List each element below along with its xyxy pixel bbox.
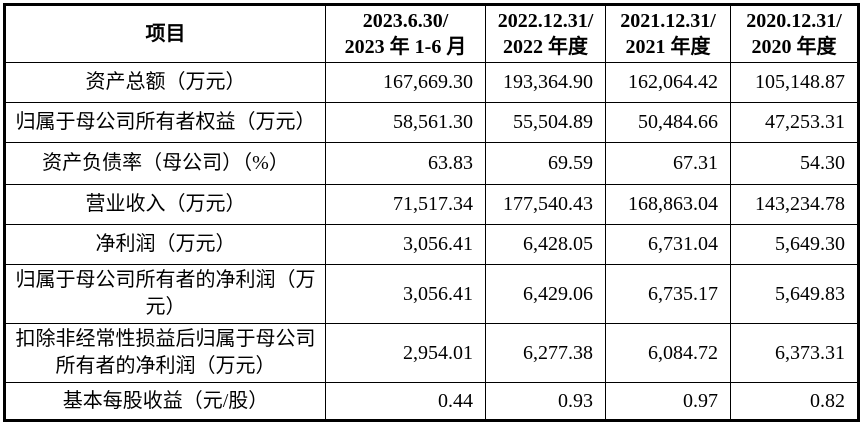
cell-value: 63.83 [325, 142, 486, 185]
row-label: 资产总额（万元） [4, 62, 326, 103]
table-row-net-profit: 净利润（万元） 3,056.41 6,428.05 6,731.04 5,649… [4, 224, 859, 265]
table-row-deducted-net-profit: 扣除非经常性损益后归属于母公司所有者的净利润（万元） 2,954.01 6,27… [4, 323, 859, 383]
cell-value: 177,540.43 [485, 184, 606, 225]
table-row-debt-ratio: 资产负债率（母公司）（%） 63.83 69.59 67.31 54.30 [4, 142, 859, 185]
cell-value: 167,669.30 [325, 62, 486, 103]
cell-value: 55,504.89 [485, 102, 606, 143]
header-period-2023-line2: 2023 年 1-6 月 [344, 36, 467, 58]
cell-value: 67.31 [605, 142, 731, 185]
header-period-2020: 2020.12.31/ 2020 年度 [730, 4, 859, 63]
header-period-2023: 2023.6.30/ 2023 年 1-6 月 [325, 4, 486, 63]
cell-value: 162,064.42 [605, 62, 731, 103]
cell-value: 47,253.31 [730, 102, 859, 143]
cell-value: 143,234.78 [730, 184, 859, 225]
cell-value: 5,649.83 [730, 264, 859, 324]
cell-value: 0.97 [605, 382, 731, 421]
header-period-2023-line1: 2023.6.30/ [362, 10, 449, 32]
table-row-basic-eps: 基本每股收益（元/股） 0.44 0.93 0.97 0.82 [4, 382, 859, 421]
cell-value: 6,735.17 [605, 264, 731, 324]
row-label: 净利润（万元） [4, 224, 326, 265]
header-period-2021-line2: 2021 年度 [625, 36, 711, 58]
cell-value: 3,056.41 [325, 264, 486, 324]
row-label: 归属于母公司所有者权益（万元） [4, 102, 326, 143]
row-label: 资产负债率（母公司）（%） [4, 142, 326, 185]
cell-value: 6,084.72 [605, 323, 731, 383]
cell-value: 2,954.01 [325, 323, 486, 383]
cell-value: 6,429.06 [485, 264, 606, 324]
header-item-column: 项目 [4, 4, 326, 63]
table-row-total-assets: 资产总额（万元） 167,669.30 193,364.90 162,064.4… [4, 62, 859, 103]
cell-value: 58,561.30 [325, 102, 486, 143]
row-label: 扣除非经常性损益后归属于母公司所有者的净利润（万元） [4, 323, 326, 383]
cell-value: 3,056.41 [325, 224, 486, 265]
cell-value: 0.44 [325, 382, 486, 421]
cell-value: 105,148.87 [730, 62, 859, 103]
header-item-label: 项目 [145, 23, 186, 45]
cell-value: 69.59 [485, 142, 606, 185]
cell-value: 5,649.30 [730, 224, 859, 265]
cell-value: 54.30 [730, 142, 859, 185]
cell-value: 71,517.34 [325, 184, 486, 225]
table-row-parent-net-profit: 归属于母公司所有者的净利润（万元） 3,056.41 6,429.06 6,73… [4, 264, 859, 324]
cell-value: 0.93 [485, 382, 606, 421]
table-header-row: 项目 2023.6.30/ 2023 年 1-6 月 2022.12.31/ 2… [4, 4, 859, 63]
cell-value: 50,484.66 [605, 102, 731, 143]
cell-value: 193,364.90 [485, 62, 606, 103]
cell-value: 6,731.04 [605, 224, 731, 265]
header-period-2022: 2022.12.31/ 2022 年度 [485, 4, 606, 63]
cell-value: 0.82 [730, 382, 859, 421]
cell-value: 6,277.38 [485, 323, 606, 383]
cell-value: 6,428.05 [485, 224, 606, 265]
header-period-2020-line2: 2020 年度 [751, 36, 837, 58]
header-period-2021-line1: 2021.12.31/ [620, 10, 716, 32]
table-row-revenue: 营业收入（万元） 71,517.34 177,540.43 168,863.04… [4, 184, 859, 225]
row-label: 基本每股收益（元/股） [4, 382, 326, 421]
row-label: 归属于母公司所有者的净利润（万元） [4, 264, 326, 324]
header-period-2020-line1: 2020.12.31/ [746, 10, 842, 32]
header-period-2021: 2021.12.31/ 2021 年度 [605, 4, 731, 63]
cell-value: 6,373.31 [730, 323, 859, 383]
financial-summary-table: 项目 2023.6.30/ 2023 年 1-6 月 2022.12.31/ 2… [3, 3, 860, 422]
row-label: 营业收入（万元） [4, 184, 326, 225]
table-row-parent-equity: 归属于母公司所有者权益（万元） 58,561.30 55,504.89 50,4… [4, 102, 859, 143]
cell-value: 168,863.04 [605, 184, 731, 225]
header-period-2022-line1: 2022.12.31/ [497, 10, 594, 32]
header-period-2022-line2: 2022 年度 [503, 36, 588, 58]
